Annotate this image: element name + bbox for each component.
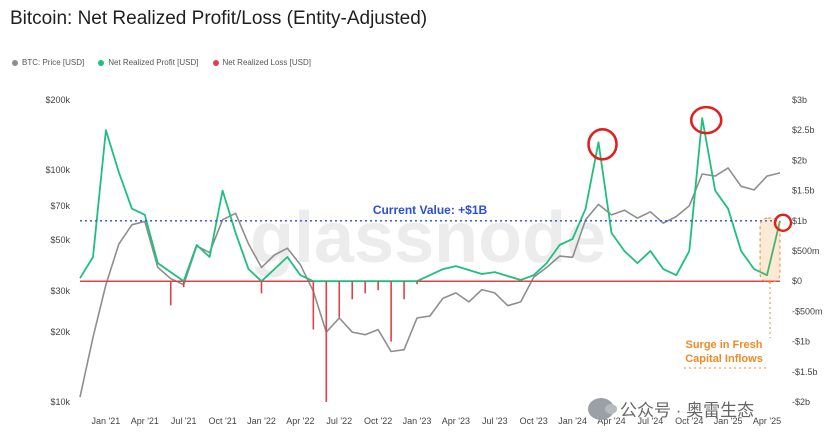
right-axis-tick-label: $0 <box>792 276 802 286</box>
loss-color-dot <box>212 59 219 66</box>
right-axis-tick-label: $1b <box>792 216 807 226</box>
profit-color-dot <box>98 59 105 66</box>
axis-layer: $10k $20k $30k $50k $70k $100k $200k -$2b -$1.5b… <box>45 95 822 426</box>
right-axis-tick-label: $1.5b <box>792 186 815 196</box>
right-axis-tick-label: $500m <box>792 246 820 256</box>
left-axis-tick-label: $30k <box>50 286 70 296</box>
current-value-label: Current Value: +$1B <box>373 203 488 217</box>
annotation-layer: Current Value: +$1B Surge in Fresh Capital… <box>80 105 793 369</box>
x-axis-tick-label: Jul '22 <box>326 416 352 426</box>
loss-layer <box>169 281 418 402</box>
wechat-logo-icon <box>588 397 617 420</box>
right-axis-tick-label: $2.5b <box>792 125 815 135</box>
peak-circle-march-2024 <box>587 127 618 161</box>
right-axis-tick-label: -$1.5b <box>792 367 818 377</box>
wechat-watermark: 公众号 · 奥雷生态 <box>588 396 754 421</box>
x-axis-tick-label: Jul '21 <box>171 416 197 426</box>
x-axis-tick-label: Oct '23 <box>520 416 548 426</box>
right-axis-tick-label: $3b <box>792 95 807 105</box>
x-axis-tick-label: Jan '24 <box>558 416 587 426</box>
x-axis-tick-label: Apr '24 <box>597 416 625 426</box>
x-axis-tick-label: Apr '21 <box>131 416 159 426</box>
left-axis-tick-label: $200k <box>45 95 70 105</box>
left-axis-tick-label: $50k <box>50 235 70 245</box>
surge-label-line-2: Capital Inflows <box>685 353 763 365</box>
x-axis-tick-label: Jul '24 <box>638 416 664 426</box>
current-value-circle <box>773 213 793 233</box>
legend-label-price: BTC: Price [USD] <box>22 58 85 67</box>
legend-label-profit: Net Realized Profit [USD] <box>108 58 199 67</box>
left-axis-tick-label: $100k <box>45 165 70 175</box>
x-axis-tick-label: Apr '23 <box>442 416 470 426</box>
chart-legend: BTC: Price [USD] Net Realized Profit [US… <box>12 58 311 67</box>
x-axis-tick-label: Jan '25 <box>714 416 743 426</box>
right-axis-tick-label: -$500m <box>792 306 823 316</box>
price-color-dot <box>12 59 18 66</box>
x-axis-tick-label: Apr '25 <box>753 416 781 426</box>
x-axis-tick-label: Jul '23 <box>482 416 508 426</box>
x-axis-tick-label: Oct '22 <box>364 416 392 426</box>
left-axis-tick-label: $20k <box>50 327 70 337</box>
x-axis-tick-label: Jan '23 <box>403 416 432 426</box>
right-axis-tick-label: -$2b <box>792 397 810 407</box>
surge-label-line-1: Surge in Fresh <box>685 339 762 351</box>
watermark-layer: glassnode <box>250 198 606 278</box>
x-axis-tick-label: Apr '22 <box>286 416 314 426</box>
legend-label-loss: Net Realized Loss [USD] <box>222 58 311 67</box>
watermark-text: 公众号 · 奥雷生态 <box>620 401 755 420</box>
x-axis-tick-label: Oct '21 <box>208 416 236 426</box>
legend-item-loss: Net Realized Loss [USD] <box>212 58 311 67</box>
peak-circle-nov-2024 <box>689 105 723 135</box>
left-axis-tick-label: $10k <box>50 397 70 407</box>
x-axis-tick-label: Jan '21 <box>92 416 121 426</box>
left-axis-tick-label: $70k <box>50 201 70 211</box>
glassnode-watermark: glassnode <box>250 198 606 278</box>
legend-item-price: BTC: Price [USD] <box>12 58 84 67</box>
x-axis-tick-label: Oct '24 <box>675 416 703 426</box>
chart-title: Bitcoin: Net Realized Profit/Loss (Entit… <box>10 8 428 29</box>
x-axis-tick-label: Jan '22 <box>247 416 276 426</box>
right-axis-tick-label: $2b <box>792 155 807 165</box>
legend-item-profit: Net Realized Profit [USD] <box>98 58 199 67</box>
right-axis-tick-label: -$1b <box>792 337 810 347</box>
